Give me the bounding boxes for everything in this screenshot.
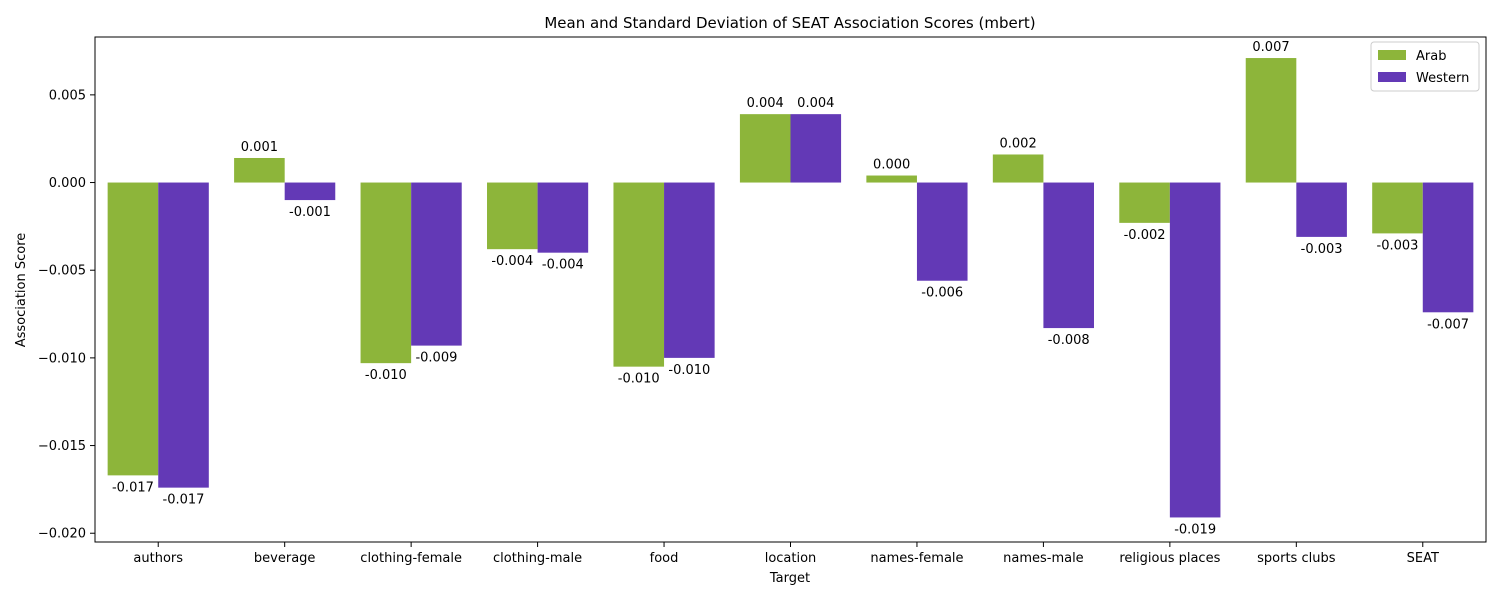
x-tick-label: location <box>765 551 817 566</box>
bars-layer: -0.017 -0.017 0.001 -0.001 -0.010 -0.009 -0.00… <box>107 40 1474 537</box>
legend-label-arab: Arab <box>1416 49 1446 64</box>
bar-value-label: -0.009 <box>415 351 457 366</box>
bar <box>537 182 589 253</box>
bar <box>664 182 715 358</box>
bar-value-label: 0.001 <box>241 140 278 155</box>
bar <box>1422 182 1474 313</box>
bar <box>1043 182 1094 329</box>
x-tick-label: sports clubs <box>1257 551 1336 566</box>
legend-swatch-western <box>1378 72 1406 82</box>
bar-value-label: -0.010 <box>668 363 710 378</box>
bar <box>1245 58 1297 183</box>
bar-value-label: -0.006 <box>921 286 963 301</box>
y-tick-label: 0.005 <box>49 88 86 103</box>
x-tick-label: beverage <box>254 551 316 566</box>
y-tick-label: −0.010 <box>38 351 86 366</box>
bar-value-label: 0.007 <box>1252 40 1289 55</box>
bar-value-label: -0.017 <box>112 480 154 495</box>
y-tick-label: −0.005 <box>38 264 86 279</box>
x-axis-label: Target <box>769 571 810 586</box>
bar <box>739 114 791 183</box>
x-tick-label: SEAT <box>1407 551 1439 566</box>
bar <box>158 182 209 488</box>
bar-value-label: -0.002 <box>1124 228 1166 243</box>
bar <box>411 182 462 346</box>
y-tick-label: −0.020 <box>38 527 86 542</box>
legend-swatch-arab <box>1378 50 1406 60</box>
bar-value-label: -0.017 <box>163 493 205 508</box>
chart-title: Mean and Standard Deviation of SEAT Asso… <box>544 14 1035 32</box>
bar <box>1296 182 1347 237</box>
bar-value-label: 0.002 <box>1000 136 1037 151</box>
bar-value-label: 0.004 <box>797 96 834 111</box>
bar-value-label: -0.010 <box>365 368 407 383</box>
x-tick-label: names-female <box>870 551 963 566</box>
legend-label-western: Western <box>1416 71 1469 86</box>
bar-value-label: -0.019 <box>1174 522 1216 537</box>
x-axis: authors beverage clothing-female clothing-m… <box>133 542 1439 566</box>
bar <box>487 182 538 250</box>
x-tick-label: religious places <box>1119 551 1220 566</box>
bar-value-label: -0.008 <box>1048 333 1090 348</box>
bar <box>360 182 412 364</box>
bar <box>1119 182 1170 223</box>
legend: Arab Western <box>1370 41 1480 92</box>
bar <box>790 114 842 183</box>
bar-value-label: -0.007 <box>1427 317 1469 332</box>
bar <box>613 182 665 367</box>
y-axis: 0.005 0.000 −0.005 −0.010 −0.015 −0.020 <box>38 88 95 542</box>
bar <box>1372 182 1423 234</box>
bar <box>234 157 285 183</box>
plot-frame <box>94 36 1487 543</box>
x-tick-label: names-male <box>1003 551 1084 566</box>
bar <box>916 182 968 281</box>
y-tick-label: −0.015 <box>38 439 86 454</box>
bar-value-label: -0.001 <box>289 205 331 220</box>
bar-value-label: -0.003 <box>1377 238 1419 253</box>
bar <box>866 175 917 183</box>
bar-value-label: -0.003 <box>1301 242 1343 257</box>
bar <box>1169 182 1221 518</box>
bar-value-label: -0.004 <box>542 258 584 273</box>
x-tick-label: clothing-female <box>360 551 462 566</box>
x-tick-label: food <box>650 551 679 566</box>
bar-value-label: -0.010 <box>618 372 660 387</box>
x-tick-label: authors <box>133 551 183 566</box>
bar <box>284 182 336 201</box>
x-tick-label: clothing-male <box>493 551 582 566</box>
y-axis-label: Association Score <box>14 233 29 348</box>
bar-value-label: 0.004 <box>747 96 784 111</box>
bar-value-label: -0.004 <box>491 254 533 269</box>
bar-value-label: 0.000 <box>873 158 910 173</box>
bar <box>992 154 1044 183</box>
y-tick-label: 0.000 <box>49 176 86 191</box>
bar <box>107 182 159 476</box>
